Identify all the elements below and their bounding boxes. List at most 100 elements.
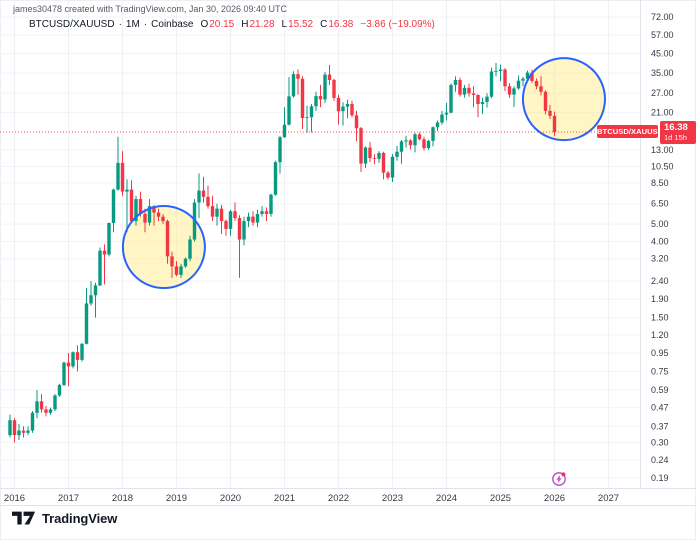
symbol-name[interactable]: BTCUSD/XAUUSD	[29, 19, 115, 30]
x-axis-year-label[interactable]: 2022	[328, 493, 349, 504]
open-value: O20.15	[200, 19, 235, 30]
y-axis-tick-label: 6.50	[651, 199, 669, 209]
close-value: C16.38	[320, 19, 354, 30]
y-axis-tick-label: 5.00	[651, 219, 669, 229]
interval-label[interactable]: 1M	[125, 19, 140, 30]
candle-body	[413, 134, 417, 146]
x-axis-year-label[interactable]: 2019	[166, 493, 187, 504]
candle-body	[336, 97, 341, 112]
candle-body	[318, 96, 323, 100]
candle-body	[260, 211, 264, 214]
candle-body	[17, 430, 21, 436]
candle-body	[408, 140, 413, 146]
2018-decline-circle[interactable]	[121, 205, 206, 290]
candle-body	[201, 190, 206, 197]
lightning-bolt-icon	[556, 475, 562, 483]
candle-body	[462, 87, 467, 95]
x-axis-year-label[interactable]: 2026	[544, 493, 565, 504]
candle-body	[440, 114, 444, 123]
candle-body	[431, 127, 435, 141]
candle-body	[552, 115, 557, 132]
candle-body	[354, 115, 359, 129]
separator-dot: ·	[118, 19, 122, 30]
candle-body	[30, 412, 35, 431]
2025-decline-circle-fill	[522, 58, 605, 141]
tradingview-logo[interactable]: TradingView	[12, 511, 117, 526]
exchange-label[interactable]: Coinbase	[151, 19, 194, 30]
candle-body	[233, 211, 237, 219]
candle-body	[480, 101, 485, 104]
y-axis-tick-label: 0.47	[651, 403, 669, 413]
event-lightning-icon[interactable]	[552, 472, 566, 486]
candle-body	[327, 74, 332, 80]
x-axis-year-label[interactable]: 2021	[274, 493, 295, 504]
high-value: H21.28	[241, 19, 275, 30]
candle-body	[210, 206, 215, 217]
candle-body	[314, 96, 318, 107]
candle-body	[21, 430, 26, 433]
candle-body	[395, 151, 399, 157]
chart-legend: BTCUSD/XAUUSD · 1M · Coinbase O20.15 H21…	[29, 19, 435, 30]
candle-body	[453, 79, 458, 85]
candle-body	[309, 106, 314, 118]
y-axis-tick-label: 4.00	[651, 236, 669, 246]
y-axis-tick-label: 0.59	[651, 385, 669, 395]
candle-body	[75, 352, 80, 360]
candle-body	[498, 69, 503, 72]
x-axis-year-label[interactable]: 2024	[436, 493, 457, 504]
candle-body	[291, 74, 296, 97]
tradingview-logo-text: TradingView	[42, 511, 118, 526]
separator-dot: ·	[143, 19, 148, 30]
candle-body	[228, 211, 233, 229]
candle-body	[8, 420, 12, 436]
y-axis-tick-label: 3.20	[651, 254, 669, 264]
candle-body	[179, 266, 183, 275]
tradingview-logo-icon	[12, 511, 36, 525]
candle-body	[35, 401, 39, 413]
candle-body	[89, 295, 93, 304]
candle-body	[80, 343, 84, 360]
candle-body	[120, 162, 125, 192]
y-axis-tick-label: 2.40	[651, 276, 669, 286]
candle-body	[12, 420, 17, 436]
x-axis-year-label[interactable]: 2020	[220, 493, 241, 504]
x-axis-year-label[interactable]: 2023	[382, 493, 403, 504]
candle-body	[102, 250, 107, 255]
y-axis-tick-label: 0.75	[651, 366, 669, 376]
candle-body	[138, 199, 143, 214]
candle-body	[435, 122, 440, 128]
candle-body	[489, 71, 494, 97]
x-axis-year-label[interactable]: 2027	[598, 493, 619, 504]
y-axis-tick-label: 1.50	[651, 313, 669, 323]
bar-countdown: 1d 15h	[664, 132, 687, 142]
candle-body	[471, 93, 476, 95]
candle-body	[143, 213, 147, 223]
x-axis-year-label[interactable]: 2016	[4, 493, 25, 504]
time-scale[interactable]	[0, 488, 640, 505]
low-value: L15.52	[281, 19, 314, 30]
candle-body	[363, 147, 368, 164]
2025-decline-circle[interactable]	[521, 57, 606, 142]
candle-body	[134, 199, 138, 222]
candle-body	[116, 162, 120, 190]
candle-body	[390, 156, 395, 178]
price-scale[interactable]	[641, 0, 696, 488]
x-axis-year-label[interactable]: 2017	[58, 493, 79, 504]
candle-body	[381, 152, 386, 173]
candle-body	[534, 80, 539, 87]
candle-body	[368, 147, 372, 159]
candle-body	[485, 96, 489, 102]
candle-body	[341, 106, 345, 112]
symbol-title[interactable]: BTCUSD/XAUUSD · 1M · Coinbase	[29, 19, 193, 30]
attribution-text: james30478 created with TradingView.com,…	[13, 4, 287, 14]
candle-body	[156, 212, 161, 217]
x-axis-year-label[interactable]: 2018	[112, 493, 133, 504]
candle-body	[350, 103, 354, 116]
current-price-symbol-flag: BTCUSD/XAUUSD	[597, 125, 664, 139]
candle-body	[404, 140, 408, 142]
x-axis-year-label[interactable]: 2025	[490, 493, 511, 504]
candle-body	[548, 110, 552, 116]
candle-body	[359, 128, 363, 164]
candle-body	[66, 362, 71, 367]
